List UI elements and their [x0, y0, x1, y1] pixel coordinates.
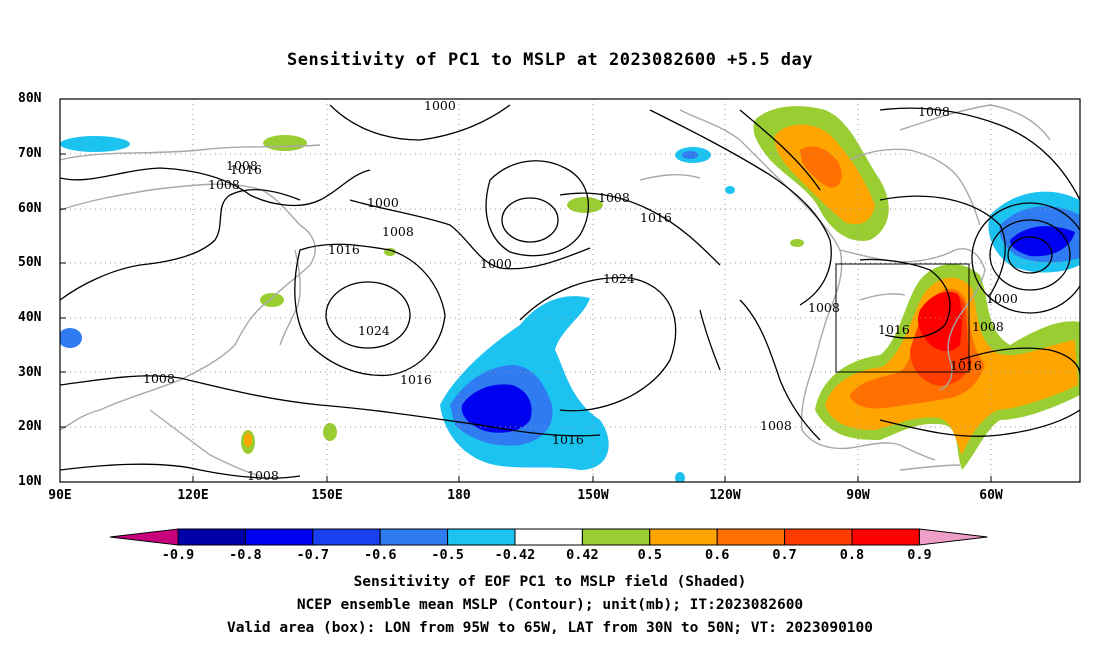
colorbar-label: -0.5 [431, 547, 464, 563]
colorbar-segment [447, 528, 516, 546]
colorbar-segment [514, 528, 583, 546]
chart-title: Sensitivity of PC1 to MSLP at 2023082600… [286, 50, 813, 70]
contour-label: 1008 [143, 371, 175, 386]
caption-line-1: Sensitivity of EOF PC1 to MSLP field (Sh… [353, 574, 747, 590]
contour-label: 1008 [972, 319, 1004, 334]
axis-ticks [60, 98, 992, 483]
contour-label: 1000 [986, 291, 1018, 306]
negative-shade-small [675, 472, 685, 482]
colorbar-segment [379, 528, 449, 546]
colorbar-segment [784, 528, 853, 546]
colorbar-segment [649, 528, 718, 546]
lon-label: 150W [577, 488, 609, 503]
contour-label: 1000 [424, 98, 456, 113]
colorbar-label: -0.42 [495, 547, 536, 563]
contour-label: 1008 [247, 468, 279, 483]
contour-label: 1016 [328, 242, 360, 257]
positive-shade-small [790, 239, 804, 247]
positive-shade-us-red [918, 291, 962, 352]
contour-label: 1008 [208, 177, 240, 192]
colorbar-label: -0.6 [364, 547, 397, 563]
positive-shade-canada-core [800, 146, 842, 188]
colorbar-label: 0.6 [705, 547, 729, 563]
lat-label: 80N [18, 91, 42, 106]
contour-label: 1008 [918, 104, 950, 119]
lat-label: 40N [18, 310, 42, 325]
lat-label: 30N [18, 365, 42, 380]
lon-label: 120E [177, 488, 209, 503]
contour-label: 1008 [226, 158, 258, 173]
colorbar-label: 0.7 [772, 547, 796, 563]
lat-label: 10N [18, 474, 42, 489]
shaded-sensitivity [60, 106, 1080, 482]
negative-shade-small [725, 186, 735, 194]
colorbar-segment [918, 528, 988, 546]
colorbar-segment [312, 528, 381, 546]
contour-label: 1024 [358, 323, 390, 338]
lat-label: 20N [18, 419, 42, 434]
colorbar-label: -0.7 [297, 547, 330, 563]
negative-shade-pacific-core [461, 384, 532, 433]
colorbar-label: 0.8 [840, 547, 864, 563]
contour-labels: 1000 1008 1016 1016 1008 1000 1008 1016 … [143, 98, 1018, 483]
negative-shade-arctic-mid-core [682, 151, 698, 159]
lon-label: 150E [311, 488, 343, 503]
colorbar-label: -0.9 [162, 547, 195, 563]
colorbar-segment [177, 528, 246, 546]
colorbar-label: 0.42 [566, 547, 599, 563]
lon-label: 120W [709, 488, 741, 503]
caption-line-2: NCEP ensemble mean MSLP (Contour); unit(… [296, 597, 804, 613]
colorbar-segment [851, 528, 920, 546]
lon-label: 90E [48, 488, 72, 503]
contour-label: 1008 [382, 224, 414, 239]
caption-line-3: Valid area (box): LON from 95W to 65W, L… [226, 620, 873, 636]
colorbar-segment [244, 528, 314, 546]
negative-shade-atlantic-core [1010, 226, 1075, 257]
contour-label: 1016 [640, 210, 672, 225]
lat-label: 60N [18, 201, 42, 216]
positive-shade-small [323, 423, 337, 441]
lat-label: 70N [18, 146, 42, 161]
contour-label: 1000 [367, 195, 399, 210]
lon-label: 60W [979, 488, 1003, 503]
coastlines [60, 104, 1051, 477]
lon-label: 180 [447, 488, 471, 503]
colorbar-segment [716, 528, 786, 546]
contour-label: 1016 [878, 322, 910, 337]
lon-label: 90W [846, 488, 870, 503]
colorbar-segment [109, 528, 179, 546]
colorbar-segment [581, 528, 651, 546]
colorbar-label: 0.9 [907, 547, 931, 563]
map-frame [59, 98, 1081, 483]
contour-label: 1016 [552, 432, 584, 447]
lat-label: 50N [18, 255, 42, 270]
positive-shade-small [263, 135, 307, 151]
contour-label: 1008 [808, 300, 840, 315]
colorbar-label: -0.8 [229, 547, 262, 563]
colorbar-label: 0.5 [638, 547, 662, 563]
contour-label: 1008 [598, 190, 630, 205]
contour-label: 1016 [950, 358, 982, 373]
valid-area-box [835, 263, 970, 373]
mslp-contours [60, 104, 1080, 479]
negative-shade-west-edge [60, 328, 82, 348]
contour-label: 1024 [603, 271, 635, 286]
contour-label: 1000 [480, 256, 512, 271]
contour-label: 1016 [400, 372, 432, 387]
negative-shade-arctic-west [60, 136, 130, 152]
contour-label: 1016 [230, 162, 262, 177]
colorbar: -0.9 -0.8 -0.7 -0.6 -0.5 -0.42 0.42 0.5 0.6 0.7 0.… [109, 528, 988, 563]
positive-shade-small [244, 433, 252, 447]
contour-label: 1008 [760, 418, 792, 433]
